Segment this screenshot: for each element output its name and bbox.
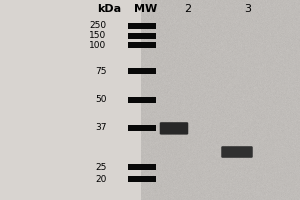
Text: 75: 75: [95, 66, 106, 75]
Text: 50: 50: [95, 96, 106, 104]
Text: kDa: kDa: [98, 4, 122, 14]
Text: 150: 150: [89, 31, 106, 40]
Bar: [128, 164, 156, 170]
Text: 250: 250: [89, 21, 106, 30]
Text: 100: 100: [89, 40, 106, 49]
Text: 37: 37: [95, 123, 106, 132]
FancyBboxPatch shape: [221, 146, 253, 158]
Bar: [128, 68, 156, 74]
Text: 25: 25: [95, 162, 106, 171]
Bar: [128, 176, 156, 182]
Text: 2: 2: [184, 4, 191, 14]
Bar: [128, 97, 156, 103]
Text: 3: 3: [244, 4, 251, 14]
Bar: [128, 23, 156, 29]
Text: 20: 20: [95, 174, 106, 184]
Bar: [141, 0, 300, 200]
FancyBboxPatch shape: [160, 122, 188, 135]
Text: MW: MW: [134, 4, 157, 14]
Bar: [128, 33, 156, 39]
Bar: [128, 125, 156, 131]
Bar: [128, 42, 156, 48]
